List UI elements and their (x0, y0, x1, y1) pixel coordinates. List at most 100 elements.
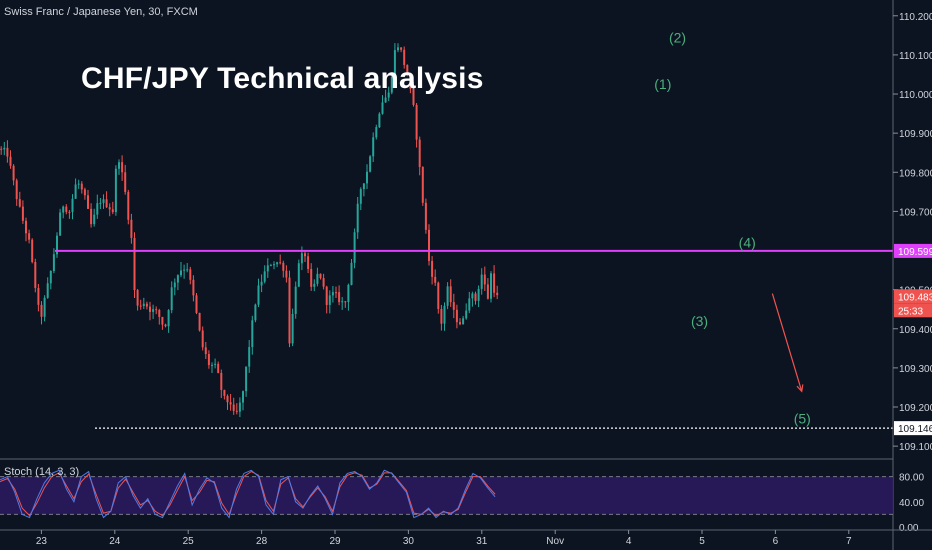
price-tick-label: 110.100 (899, 51, 932, 62)
candle-body (431, 260, 434, 277)
candle-body (189, 269, 192, 280)
time-tick-label: 7 (846, 536, 852, 547)
candle-body (207, 353, 210, 366)
time-axis[interactable]: 23 24 25 28 29 30 31 Nov 4 5 6 7 (36, 530, 852, 547)
candle-body (34, 262, 37, 288)
candle-body (406, 64, 409, 76)
candle-body (269, 265, 272, 267)
candle-body (111, 209, 114, 213)
time-tick-label: 24 (109, 536, 121, 547)
candle-body (170, 287, 173, 311)
candle-body (294, 286, 297, 314)
candle-body (31, 239, 34, 263)
bar-countdown-tag: 25:33 (898, 306, 923, 317)
candle-body (164, 324, 167, 327)
stoch-indicator-label[interactable]: Stoch (14, 3, 3) (4, 466, 80, 478)
stoch-k-line (0, 469, 496, 519)
candle-body (443, 305, 446, 324)
candle-body (471, 293, 474, 299)
candle-body (477, 288, 480, 301)
candle-body (87, 195, 89, 209)
candle-body (25, 220, 27, 234)
forecast-arrow-line (771, 293, 803, 392)
candle-body (496, 292, 499, 296)
candle-body (71, 198, 74, 212)
candle-body (474, 293, 477, 301)
candle-body (80, 183, 83, 190)
candle-body (282, 262, 285, 271)
candle-body (424, 202, 427, 230)
candle-body (328, 295, 331, 305)
candle-body (369, 156, 372, 172)
price-tick-label: 109.700 (899, 207, 932, 218)
price-tick-label: 109.400 (899, 325, 932, 336)
candle-body (3, 147, 6, 150)
candle-body (341, 301, 344, 303)
candle-body (387, 92, 390, 98)
candle-body (375, 127, 378, 138)
candle-body (449, 286, 452, 303)
candle-body (108, 207, 111, 210)
candle-body (28, 233, 31, 240)
candle-body (102, 199, 105, 203)
candle-body (490, 273, 492, 299)
candle-body (428, 229, 430, 261)
candle-body (313, 283, 316, 287)
candle-body (211, 364, 213, 366)
candle-body (226, 395, 229, 403)
wave-label: (3) (691, 313, 708, 329)
stoch-tick-label: 80.00 (899, 473, 924, 484)
candle-body (142, 303, 145, 306)
candle-body (297, 263, 300, 287)
candle-body (338, 292, 341, 303)
stoch-scale: 80.00 40.00 0.00 (899, 473, 924, 534)
candle-body (62, 206, 65, 213)
price-tick-label: 110.200 (899, 12, 932, 23)
candle-body (242, 391, 244, 403)
stoch-d-line (0, 470, 496, 517)
candle-body (139, 305, 142, 307)
candle-body (291, 313, 294, 344)
candle-body (366, 171, 368, 184)
time-tick-label: 30 (403, 536, 415, 547)
candle-body (161, 316, 164, 325)
candle-body (465, 310, 468, 319)
candle-body (9, 156, 12, 166)
candle-body (46, 283, 49, 298)
price-tick-label: 109.100 (899, 442, 932, 453)
candle-body (446, 286, 449, 306)
candle-body (186, 269, 189, 271)
candle-body (359, 189, 362, 204)
price-tick-label: 109.900 (899, 129, 932, 140)
symbol-label[interactable]: Swiss Franc / Japanese Yen, 30, FXCM (4, 6, 198, 18)
candle-body (40, 304, 43, 317)
candle-body (220, 372, 223, 390)
current-price-tag: 109.483 (898, 292, 932, 303)
candle-body (65, 206, 68, 212)
candle-body (155, 309, 158, 311)
candles (0, 43, 499, 418)
candle-body (0, 148, 3, 150)
price-tick-label: 109.300 (899, 364, 932, 375)
candle-body (12, 165, 15, 181)
candle-body (15, 180, 18, 200)
candle-body (83, 189, 86, 196)
candle-body (403, 49, 406, 65)
candle-body (266, 265, 269, 272)
candle-body (434, 276, 437, 283)
candle-body (362, 183, 365, 190)
candle-body (390, 76, 393, 93)
candle-body (136, 290, 139, 306)
candle-body (43, 297, 46, 317)
time-tick-label: 28 (256, 536, 268, 547)
candle-body (316, 273, 319, 284)
candle-body (152, 309, 155, 312)
candle-body (149, 306, 151, 312)
current-price-tag-bg (894, 289, 932, 304)
candle-body (6, 147, 9, 157)
chart-headline: CHF/JPY Technical analysis (81, 62, 484, 95)
price-tick-label: 109.800 (899, 168, 932, 179)
candle-body (378, 113, 381, 128)
